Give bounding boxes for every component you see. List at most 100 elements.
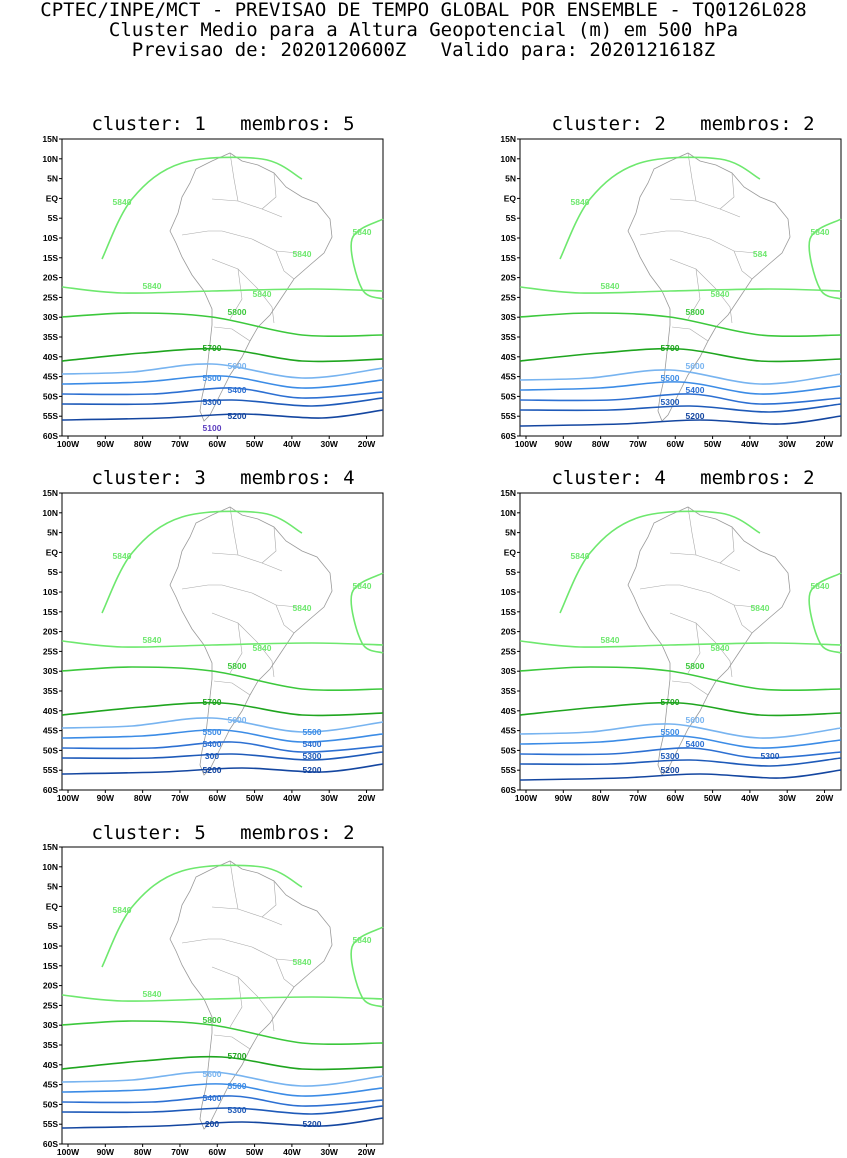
country-border: [261, 880, 277, 918]
lat-tick-label: 40S: [43, 1060, 58, 1070]
contour-label: 5400: [303, 739, 322, 749]
country-border: [669, 612, 717, 644]
coastline: [169, 152, 333, 422]
panel-1-title: cluster: 1 membros: 5: [91, 113, 355, 135]
lat-tick-label: 20S: [43, 273, 58, 283]
contour-label: 5400: [686, 385, 705, 395]
contour-5840: [101, 510, 303, 614]
contour-5600: [61, 363, 384, 379]
lon-tick-label: 90W: [97, 439, 115, 449]
contour-label: 5300: [228, 1105, 247, 1115]
contour-label: 5500: [203, 727, 222, 737]
country-border: [669, 258, 717, 290]
contour-label: 5200: [228, 411, 247, 421]
panel-4-title: cluster: 4 membros: 2: [551, 467, 815, 489]
contour-label: 5600: [203, 1069, 222, 1079]
lon-tick-label: 90W: [97, 1147, 115, 1157]
lon-tick-label: 70W: [629, 439, 647, 449]
contour-label: 5840: [143, 281, 162, 291]
country-border: [229, 976, 243, 1028]
lon-tick-label: 20W: [358, 439, 376, 449]
lon-tick-label: 30W: [320, 439, 338, 449]
contour-label: 5840: [293, 603, 312, 613]
lat-tick-label: 35S: [501, 686, 516, 696]
lon-tick-label: 70W: [171, 439, 189, 449]
lat-tick-label: 5S: [48, 213, 59, 223]
contour-5300: [519, 403, 842, 413]
contour-label: 5600: [686, 361, 705, 371]
contour-label: 5840: [143, 989, 162, 999]
contour-label: 5800: [686, 661, 705, 671]
lon-tick-label: 50W: [246, 439, 264, 449]
contour-label: 5840: [571, 551, 590, 561]
contour-label: 5600: [228, 361, 247, 371]
lon-tick-label: 50W: [704, 793, 722, 803]
contour-5840: [101, 864, 303, 968]
contour-5840: [61, 640, 384, 648]
map-panel-cluster-1: 15N 10N 5N EQ 5S 10S 15S 20S 25S 30S 35S 40S 45S 50S 5…: [42, 134, 384, 449]
contour-5840: [559, 510, 761, 614]
contour-5840: [350, 572, 384, 654]
lon-tick-label: 60W: [209, 793, 227, 803]
contour-5600: [61, 1071, 384, 1087]
country-border: [257, 642, 275, 678]
country-border: [715, 642, 733, 678]
contour-5840: [519, 286, 842, 294]
lat-tick-label: 40S: [43, 352, 58, 362]
lat-tick-label: 45S: [501, 372, 516, 382]
lat-tick-label: 35S: [43, 332, 58, 342]
lat-tick-label: EQ: [46, 901, 59, 911]
contour-5500: [61, 375, 384, 389]
contour-label: 5200: [686, 411, 705, 421]
lat-tick-label: EQ: [504, 193, 517, 203]
panel-3-title: cluster: 3 membros: 4: [91, 467, 355, 489]
contour-label: 5500: [661, 727, 680, 737]
lon-tick-label: 30W: [778, 439, 796, 449]
country-border: [257, 288, 275, 324]
contour-label: 5840: [353, 227, 372, 237]
panel-2-title: cluster: 2 membros: 2: [551, 113, 815, 135]
country-border: [211, 198, 283, 218]
lat-tick-label: 55S: [501, 411, 516, 421]
lat-tick-label: 10S: [501, 587, 516, 597]
lon-tick-label: 60W: [667, 439, 685, 449]
contour-5840: [350, 926, 384, 1008]
country-border: [211, 612, 259, 644]
lat-tick-label: 55S: [43, 411, 58, 421]
lat-tick-label: 25S: [43, 646, 58, 656]
contour-label: 5840: [571, 197, 590, 207]
country-border: [229, 622, 243, 674]
lat-tick-label: 40S: [501, 706, 516, 716]
lat-tick-label: 55S: [43, 765, 58, 775]
lat-tick-label: 20S: [501, 273, 516, 283]
header-line-2: Cluster Medio para a Altura Geopotencial…: [108, 19, 739, 41]
country-border: [257, 996, 275, 1032]
contour-label: 5400: [228, 385, 247, 395]
lat-tick-label: 50S: [43, 1099, 58, 1109]
map-panel-cluster-2: 15N 10N 5N EQ 5S 10S 15S 20S 25S 30S 35S 40S 45S 50S 5…: [500, 134, 842, 449]
contour-5300: [61, 397, 384, 407]
contour-label: 5500: [203, 373, 222, 383]
coastline: [169, 860, 333, 1130]
contour-label: 5200: [203, 765, 222, 775]
contour-label: 5400: [203, 739, 222, 749]
lon-tick-label: 80W: [134, 1147, 152, 1157]
contour-5800: [61, 666, 384, 692]
contour-label: 5840: [253, 643, 272, 653]
country-border: [213, 680, 251, 696]
lat-tick-label: 60S: [43, 785, 58, 795]
contour-label: 5300: [761, 751, 780, 761]
lat-tick-label: 25S: [501, 292, 516, 302]
contour-5300: [61, 1105, 384, 1115]
lon-tick-label: 70W: [629, 793, 647, 803]
country-border: [221, 230, 299, 254]
country-border: [213, 326, 251, 342]
country-border: [221, 938, 299, 962]
country-border: [213, 1034, 251, 1050]
lon-tick-label: 60W: [667, 793, 685, 803]
contour-5500: [519, 735, 842, 749]
lon-tick-label: 90W: [555, 793, 573, 803]
map-panel-cluster-4: 15N 10N 5N EQ 5S 10S 15S 20S 25S 30S 35S 40S 45S 50S 5…: [500, 488, 842, 803]
lon-tick-label: 100W: [57, 793, 80, 803]
lat-tick-label: 40S: [43, 706, 58, 716]
